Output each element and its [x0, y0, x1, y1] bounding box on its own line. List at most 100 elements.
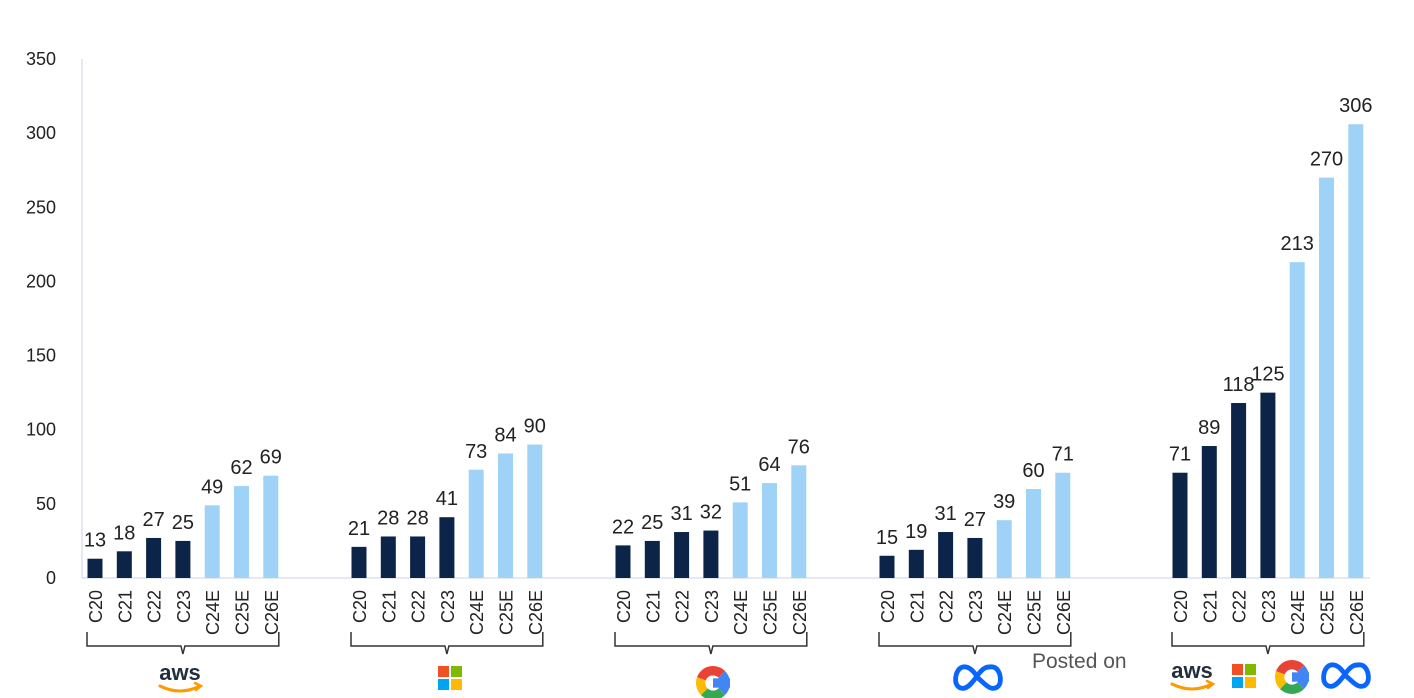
aws-logo: aws — [1170, 658, 1216, 691]
bar — [116, 551, 132, 578]
data-label: 27 — [964, 509, 986, 531]
bar — [175, 540, 191, 578]
data-label: 213 — [1281, 233, 1314, 255]
bar — [996, 520, 1012, 578]
y-tick-label: 250 — [26, 197, 56, 217]
data-label: 73 — [465, 441, 487, 463]
category-label: C21 — [1200, 590, 1220, 623]
bar — [644, 540, 660, 578]
category-label: C24E — [731, 590, 751, 635]
data-label: 27 — [142, 509, 164, 531]
bar — [615, 545, 631, 578]
category-labels: C20 C21 C22 C23 C24E C25E C26E C20 C21 C22 C23 C24E… — [86, 590, 1367, 635]
category-label: C26E — [526, 590, 546, 635]
ms-green — [1245, 664, 1256, 675]
bars — [87, 124, 1364, 578]
aws-wordmark: aws — [159, 660, 201, 685]
data-label: 89 — [1198, 417, 1220, 439]
category-label: C25E — [233, 590, 253, 635]
data-label: 22 — [612, 516, 634, 538]
category-label: C23 — [174, 590, 194, 623]
data-label: 62 — [230, 457, 252, 479]
category-label: C22 — [409, 590, 429, 623]
group-brace — [86, 632, 280, 655]
meta-logo — [953, 664, 1003, 691]
bar — [204, 505, 220, 578]
category-label: C26E — [790, 590, 810, 635]
posted-on-watermark: Posted on — [1032, 650, 1127, 673]
category-label: C26E — [1347, 590, 1367, 635]
data-label: 84 — [494, 424, 516, 446]
category-label: C20 — [614, 590, 634, 623]
group-logos: aws aws — [158, 658, 1371, 698]
category-label: C22 — [145, 590, 165, 623]
y-tick-label: 0 — [46, 568, 56, 588]
category-label: C23 — [702, 590, 722, 623]
category-label: C23 — [1259, 590, 1279, 623]
data-label: 32 — [700, 502, 722, 524]
category-label: C20 — [878, 590, 898, 623]
data-label: 41 — [436, 488, 458, 510]
category-label: C24E — [1288, 590, 1308, 635]
group-braces — [86, 632, 1365, 655]
category-label: C20 — [1171, 590, 1191, 623]
bar — [263, 475, 279, 578]
bar — [439, 517, 455, 578]
category-label: C20 — [86, 590, 106, 623]
category-label: C22 — [1230, 590, 1250, 623]
category-label: C21 — [643, 590, 663, 623]
data-label: 28 — [377, 507, 399, 529]
ms-blue — [438, 679, 449, 690]
data-label: 118 — [1223, 374, 1255, 396]
aws-logo: aws — [158, 660, 204, 693]
group-brace — [614, 632, 808, 655]
data-label: 125 — [1251, 364, 1284, 386]
ms-green — [451, 666, 462, 677]
bar — [468, 469, 484, 578]
y-tick-label: 150 — [26, 346, 56, 366]
category-label: C24E — [995, 590, 1015, 635]
y-tick-label: 50 — [36, 494, 56, 514]
category-label: C20 — [350, 590, 370, 623]
bar — [674, 532, 690, 578]
data-labels: 13 18 27 25 49 62 69 21 28 28 41 73 84 90 22 25 31 32 51 64… — [84, 95, 1373, 551]
bar — [1055, 472, 1071, 578]
aws-arrow — [1205, 679, 1216, 690]
category-label: C21 — [907, 590, 927, 623]
google-yellow-arc — [1275, 671, 1287, 690]
meta-logo — [1321, 662, 1371, 689]
meta-infinity — [953, 664, 1003, 691]
data-label: 306 — [1339, 95, 1372, 117]
bar — [234, 486, 249, 578]
google-bar — [1292, 672, 1309, 682]
data-label: 39 — [993, 491, 1015, 513]
bar — [1260, 392, 1276, 578]
data-label: 60 — [1022, 460, 1044, 482]
data-label: 49 — [201, 476, 223, 498]
google-red-arc — [697, 666, 726, 681]
axes: 0 50 100 150 200 250 300 350 — [26, 49, 1370, 588]
bar — [1289, 262, 1305, 578]
microsoft-logo — [438, 666, 462, 690]
data-label: 21 — [348, 518, 370, 540]
bar — [703, 530, 719, 578]
y-tick-label: 350 — [26, 49, 56, 69]
data-label: 270 — [1310, 149, 1343, 171]
data-label: 64 — [758, 454, 780, 476]
google-green-arc — [700, 688, 726, 698]
bar — [527, 444, 543, 578]
group-brace — [1171, 632, 1365, 655]
bar — [498, 453, 513, 578]
data-label: 71 — [1052, 444, 1074, 466]
bar — [791, 465, 807, 578]
group-brace — [350, 632, 544, 655]
bar — [762, 483, 777, 578]
bar — [967, 537, 983, 578]
microsoft-logo — [1232, 664, 1256, 688]
category-label: C25E — [1025, 590, 1045, 635]
bar — [380, 536, 396, 578]
data-label: 71 — [1169, 444, 1191, 466]
data-label: 31 — [670, 503, 692, 525]
aws-smile — [158, 684, 202, 693]
